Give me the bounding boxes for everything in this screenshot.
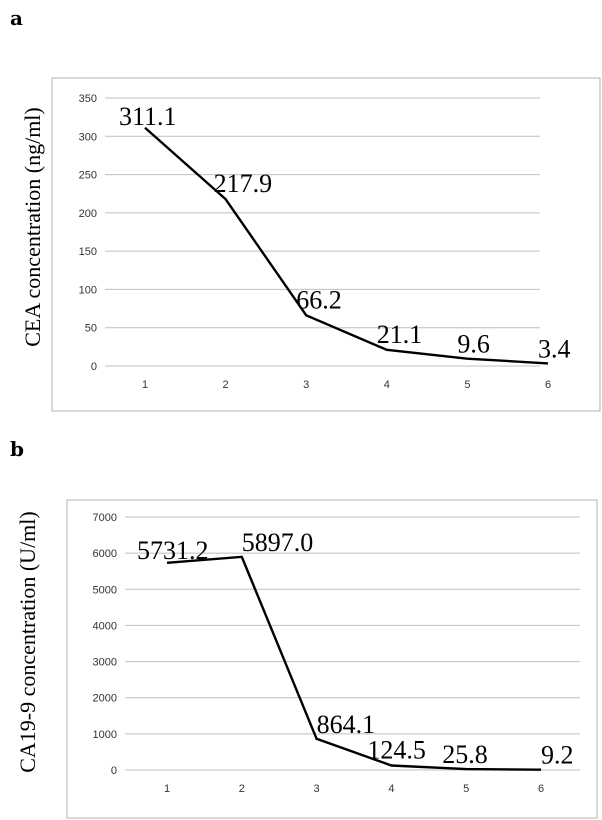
y-tick-label: 7000 <box>93 512 117 524</box>
data-label: 25.8 <box>442 740 488 769</box>
x-tick-label: 4 <box>384 379 390 391</box>
y-tick-label: 200 <box>79 208 97 220</box>
y-axis-label: CA19-9 concentration (U/ml) <box>15 511 40 773</box>
series-line <box>144 126 549 365</box>
y-tick-label: 1000 <box>93 729 117 741</box>
y-tick-label: 0 <box>91 361 97 373</box>
data-label: 21.1 <box>377 320 423 349</box>
data-label: 5897.0 <box>242 528 313 557</box>
y-tick-label: 300 <box>79 131 97 143</box>
data-label: 9.2 <box>541 741 574 770</box>
x-tick-label: 1 <box>142 379 148 391</box>
y-tick-label: 0 <box>111 765 117 777</box>
cea-line-chart: 0 50 100 150 200 250 300 350 1 2 3 4 5 6 311.1 217.9 66.… <box>20 77 601 412</box>
x-tick-label: 6 <box>538 783 544 795</box>
series-line <box>166 555 542 771</box>
y-tick-label: 6000 <box>93 548 117 560</box>
y-tick-label: 5000 <box>93 584 117 596</box>
y-tick-label: 350 <box>79 93 97 105</box>
data-label: 5731.2 <box>137 536 209 565</box>
data-label: 9.6 <box>457 330 490 359</box>
chart-frame <box>51 77 601 412</box>
x-tick-label: 3 <box>303 379 309 391</box>
panel-label-a: a <box>10 6 23 30</box>
data-label: 311.1 <box>119 102 177 131</box>
y-tick-label: 50 <box>85 323 97 335</box>
ca19-9-line-chart: 0 1000 2000 3000 4000 5000 6000 7000 1 2 3 4 5 6 5731.… <box>15 499 598 819</box>
x-tick-label: 5 <box>463 783 469 795</box>
x-tick-label: 2 <box>239 783 245 795</box>
x-tick-label: 2 <box>223 379 229 391</box>
y-tick-label: 100 <box>79 284 97 296</box>
x-tick-label: 1 <box>164 783 170 795</box>
y-tick-label: 150 <box>79 246 97 258</box>
data-label: 66.2 <box>296 285 342 314</box>
data-label: 217.9 <box>214 169 273 198</box>
x-tick-label: 5 <box>464 379 470 391</box>
y-tick-label: 2000 <box>93 693 117 705</box>
y-tick-label: 250 <box>79 170 97 182</box>
data-label: 864.1 <box>317 710 376 739</box>
x-tick-label: 6 <box>545 379 551 391</box>
x-tick-label: 4 <box>388 783 394 795</box>
panel-label-b: b <box>10 437 24 461</box>
y-tick-label: 3000 <box>93 657 117 669</box>
y-tick-label: 4000 <box>93 620 117 632</box>
data-label: 124.5 <box>367 736 426 765</box>
y-axis-label: CEA concentration (ng/ml) <box>20 107 45 347</box>
data-label: 3.4 <box>538 334 571 363</box>
x-tick-label: 3 <box>314 783 320 795</box>
